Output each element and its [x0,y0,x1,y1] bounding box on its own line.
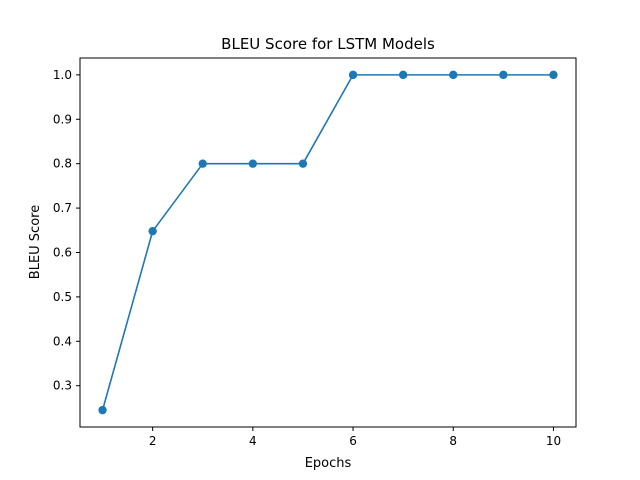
y-tick-label: 0.9 [53,112,72,126]
data-point [148,226,157,236]
data-point [348,70,358,80]
data-point [398,70,408,80]
x-tick-label: 4 [249,434,257,448]
data-point [98,405,107,415]
x-axis-label: Epochs [305,456,352,471]
y-tick-label: 0.8 [53,157,72,171]
y-tick-label: 0.3 [53,379,72,393]
x-tick-label: 2 [149,434,157,448]
y-tick-label: 1.0 [53,68,72,82]
y-tick-label: 0.5 [53,290,72,304]
data-point [248,159,258,168]
data-point [449,70,458,80]
data-point [549,70,558,80]
series-line [101,74,554,411]
data-point [499,70,508,80]
plot-area: 2 4 6 8 10 0.3 0.4 0.5 0.6 0.7 0.8 0.9 1.0 [53,57,577,448]
y-tick-label: 0.7 [53,201,72,215]
axes-frame [79,57,577,428]
data-point [298,159,308,168]
x-tick-label: 8 [449,434,457,448]
x-tick-label: 10 [546,434,561,448]
y-tick-label: 0.4 [53,334,72,348]
x-tick-label: 6 [349,434,357,448]
y-tick-label: 0.6 [53,245,72,259]
data-point [198,159,207,168]
y-axis-label: BLEU Score [28,205,43,279]
chart-title: BLEU Score for LSTM Models [221,35,435,53]
